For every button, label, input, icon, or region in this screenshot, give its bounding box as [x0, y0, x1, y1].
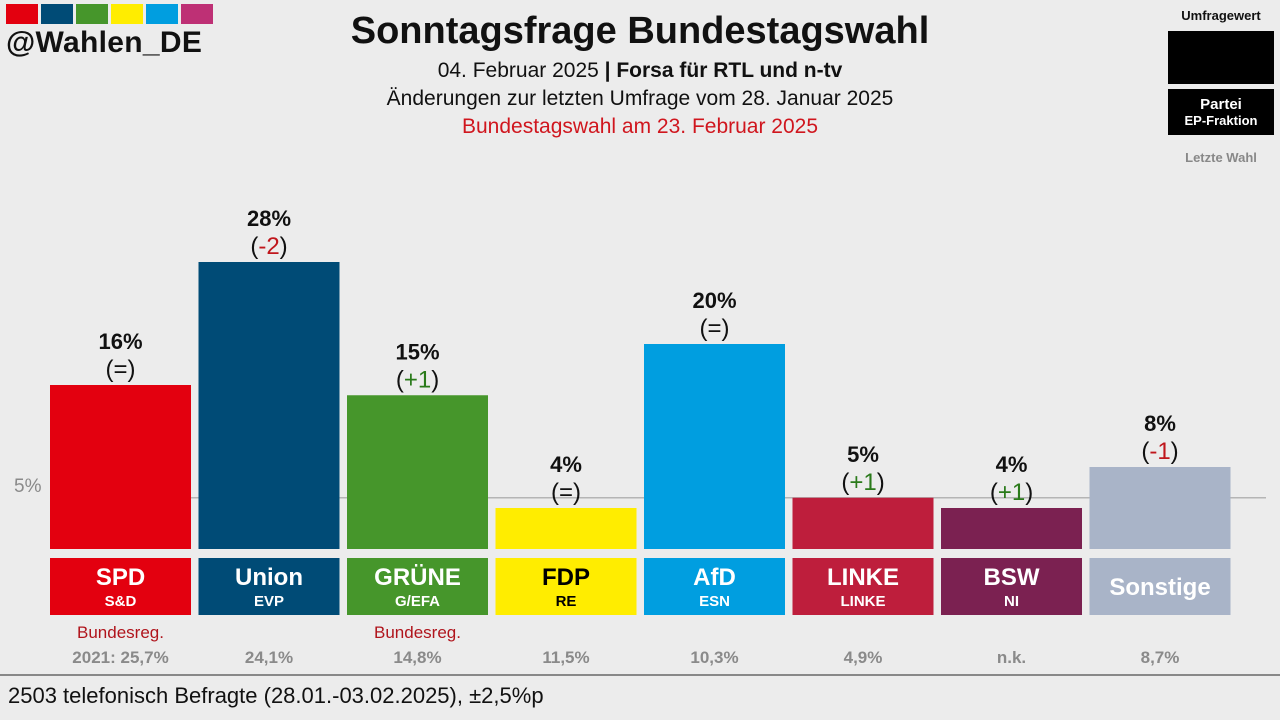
brand-swatch: [41, 4, 73, 24]
value-label: 28%: [247, 206, 291, 231]
legend-ep-group: EP-Fraktion: [1184, 113, 1258, 128]
value-label: 15%: [395, 339, 439, 364]
poll-date: 04. Februar 2025: [437, 59, 599, 82]
legend-party-box: Partei EP-Fraktion: [1168, 89, 1274, 135]
ep-group: NI: [1004, 593, 1019, 610]
value-label: 16%: [98, 329, 142, 354]
change-label: (=): [551, 479, 581, 506]
government-label: Bundesreg.: [77, 623, 164, 642]
change-label: (+1): [841, 469, 884, 496]
last-election-value: 2021: 25,7%: [72, 648, 168, 667]
legend: Umfragewert Partei EP-Fraktion Letzte Wa…: [1168, 8, 1274, 165]
party-box: [347, 558, 488, 615]
bar: [198, 262, 340, 549]
threshold-label: 5%: [14, 476, 42, 497]
bar: [347, 395, 488, 549]
bar: [941, 508, 1082, 549]
poll-institute: Forsa für RTL und n-tv: [616, 59, 843, 82]
party-name: SPD: [96, 564, 145, 591]
last-election-value: 24,1%: [245, 648, 293, 667]
party-name: BSW: [984, 564, 1040, 591]
ep-group: G/EFA: [395, 593, 440, 610]
change-label: (-2): [250, 233, 287, 260]
account-handle: @Wahlen_DE: [6, 26, 203, 59]
brand-color-strip: [6, 4, 213, 24]
last-election-value: 4,9%: [844, 648, 883, 667]
party-name: FDP: [542, 564, 590, 591]
bar: [644, 344, 785, 549]
last-election-value: n.k.: [997, 648, 1026, 667]
ep-group: S&D: [105, 593, 137, 610]
party-name: LINKE: [827, 564, 899, 591]
brand-swatch: [6, 4, 38, 24]
party-box: [941, 558, 1082, 615]
legend-last-election: Letzte Wahl: [1185, 150, 1257, 165]
last-election-value: 11,5%: [542, 648, 589, 667]
brand-swatch: [76, 4, 108, 24]
changes-note: Änderungen zur letzten Umfrage vom 28. J…: [386, 87, 894, 110]
bar: [1089, 467, 1231, 549]
party-name: GRÜNE: [374, 564, 461, 591]
value-label: 20%: [692, 288, 736, 313]
ep-group: EVP: [254, 593, 284, 610]
last-election-value: 8,7%: [1141, 648, 1180, 667]
chart-title: Sonntagsfrage Bundestagswahl: [350, 10, 930, 52]
change-label: (+1): [990, 479, 1033, 506]
party-name: AfD: [693, 564, 736, 591]
footer-divider: [0, 674, 1280, 676]
party-box: [792, 558, 934, 615]
value-label: 8%: [1144, 411, 1176, 436]
bar: [50, 385, 191, 549]
change-label: (-1): [1141, 438, 1178, 465]
party-box: [50, 558, 191, 615]
ep-group: LINKE: [841, 593, 886, 610]
ep-group: ESN: [699, 593, 730, 610]
legend-poll-value: Umfragewert: [1181, 8, 1261, 23]
last-election-value: 10,3%: [690, 648, 738, 667]
party-name: Union: [235, 564, 303, 591]
legend-poll-box: [1168, 31, 1274, 84]
brand-swatch: [146, 4, 178, 24]
ep-group: RE: [556, 593, 577, 610]
separator: |: [598, 59, 617, 82]
change-label: (+1): [396, 366, 439, 393]
government-label: Bundesreg.: [374, 623, 461, 642]
election-note: Bundestagswahl am 23. Februar 2025: [461, 115, 819, 138]
bar: [495, 508, 637, 549]
change-label: (=): [105, 356, 135, 383]
party-name: Sonstige: [1109, 574, 1210, 601]
value-label: 5%: [847, 442, 879, 467]
party-box: [495, 558, 637, 615]
value-label: 4%: [996, 452, 1028, 477]
value-label: 4%: [550, 452, 582, 477]
last-election-value: 14,8%: [393, 648, 441, 667]
legend-party: Partei: [1200, 96, 1242, 113]
party-box: [198, 558, 340, 615]
footer-note: 2503 telefonisch Befragte (28.01.-03.02.…: [8, 683, 544, 708]
brand-swatch: [181, 4, 213, 24]
change-label: (=): [699, 315, 729, 342]
poll-date-line: 04. Februar 2025 | Forsa für RTL und n-t…: [0, 59, 1280, 83]
party-box: [644, 558, 785, 615]
bar: [792, 497, 934, 549]
party-box: [1089, 558, 1231, 615]
brand-swatch: [111, 4, 143, 24]
